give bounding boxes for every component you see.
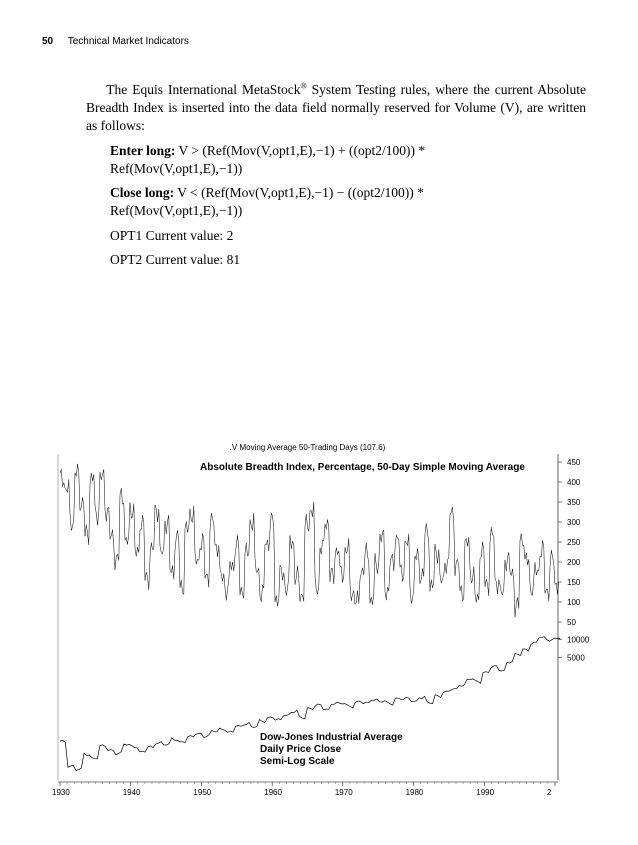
y-tick-label: 150 [567, 578, 581, 587]
panel2-label-1: Dow-Jones Industrial Average [260, 732, 403, 743]
x-tick-label: 1950 [193, 788, 211, 797]
y-tick-label: 250 [567, 538, 581, 547]
y-tick-label: 100 [567, 598, 581, 607]
x-tick-label: 1980 [406, 788, 424, 797]
y-tick-label: 400 [567, 478, 581, 487]
rules-block: Enter long: V > (Ref(Mov(V,opt1,E),−1) +… [110, 142, 586, 269]
chart-top-header: .V Moving Average 50-Trading Days (107.6… [230, 443, 386, 452]
chart-container: .V Moving Average 50-Trading Days (107.6… [50, 440, 590, 800]
close-long-rule: Close long: V < (Ref(Mov(V,opt1,E),−1) −… [110, 184, 586, 220]
enter-long-expr1: V > (Ref(Mov(V,opt1,E),−1) + ((opt2/100)… [175, 143, 425, 158]
y-tick-label: 10000 [567, 636, 590, 645]
panel2-label-2: Daily Price Close [260, 744, 342, 755]
x-tick-label: 2 [547, 788, 552, 797]
panel2-label-3: Semi-Log Scale [260, 756, 335, 767]
y-tick-label: 200 [567, 558, 581, 567]
y-tick-label: 300 [567, 518, 581, 527]
intro-paragraph: The Equis International MetaStock® Syste… [86, 81, 586, 136]
panel1-label: Absolute Breadth Index, Percentage, 50-D… [200, 462, 525, 473]
close-long-label: Close long: [110, 185, 174, 200]
chart-svg: .V Moving Average 50-Trading Days (107.6… [50, 440, 590, 800]
opt2-value: OPT2 Current value: 81 [110, 251, 586, 269]
y-tick-label: 450 [567, 458, 581, 467]
close-long-expr2: Ref(Mov(V,opt1,E),−1)) [110, 203, 242, 218]
running-title: Technical Market Indicators [68, 36, 189, 47]
x-tick-label: 1940 [123, 788, 141, 797]
page: 50 Technical Market Indicators The Equis… [0, 0, 638, 845]
close-long-expr1: V < (Ref(Mov(V,opt1,E),−1) − ((opt2/100)… [174, 185, 424, 200]
x-tick-label: 1930 [52, 788, 70, 797]
y-tick-label: 350 [567, 498, 581, 507]
enter-long-label: Enter long: [110, 143, 175, 158]
abi-series [60, 464, 559, 617]
intro-part1: The Equis International MetaStock [106, 82, 300, 97]
enter-long-rule: Enter long: V > (Ref(Mov(V,opt1,E),−1) +… [110, 142, 586, 178]
x-tick-label: 1990 [476, 788, 494, 797]
enter-long-expr2: Ref(Mov(V,opt1,E),−1)) [110, 161, 242, 176]
x-tick-label: 1960 [264, 788, 282, 797]
y-tick-label: 5000 [567, 653, 585, 662]
body-text: The Equis International MetaStock® Syste… [86, 81, 586, 269]
y-tick-label: 50 [567, 618, 576, 627]
page-number: 50 [42, 36, 53, 47]
x-tick-label: 1970 [335, 788, 353, 797]
opt1-value: OPT1 Current value: 2 [110, 227, 586, 245]
running-head: 50 Technical Market Indicators [42, 36, 596, 47]
